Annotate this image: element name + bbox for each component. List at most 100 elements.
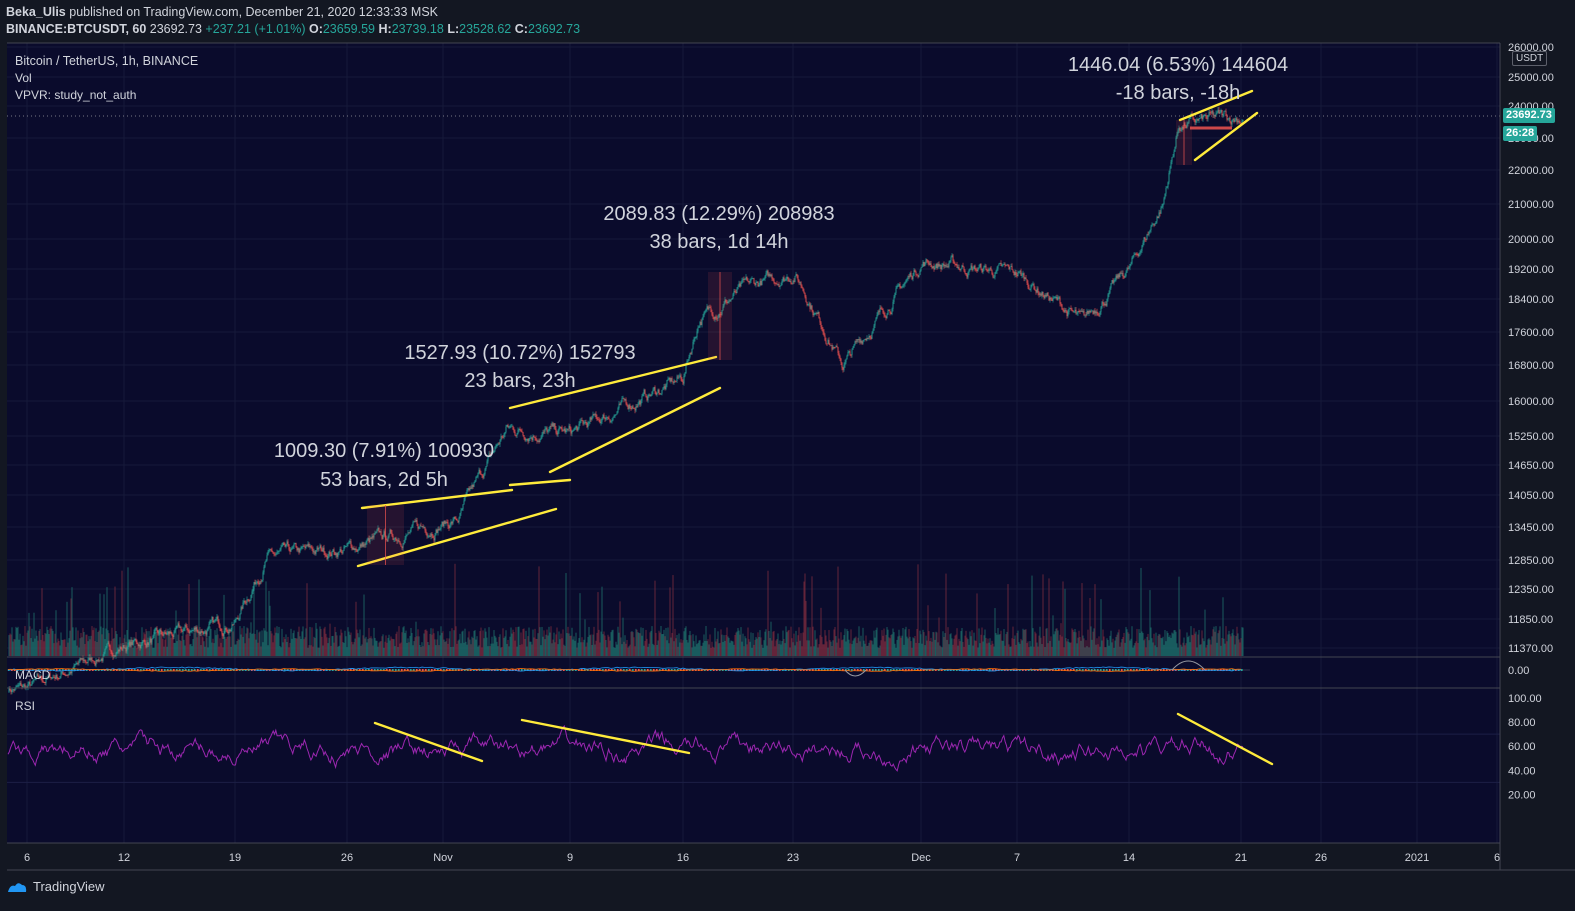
candle-body <box>1047 292 1049 296</box>
volume-bar <box>14 639 16 656</box>
candle-body <box>1153 224 1155 226</box>
candle-body <box>160 629 162 632</box>
volume-bar <box>970 636 972 656</box>
candle-body <box>698 326 700 328</box>
candle-body <box>109 645 111 651</box>
macd-histogram-bar <box>401 669 403 671</box>
candle-body <box>133 640 135 642</box>
volume-bar <box>1218 630 1220 656</box>
macd-histogram-bar <box>845 669 847 671</box>
volume-bar <box>1063 647 1065 656</box>
candle-body <box>1237 120 1239 123</box>
candle-body <box>212 616 214 623</box>
volume-bar <box>1220 645 1222 656</box>
volume-bar <box>648 643 650 656</box>
candle-body <box>532 435 534 441</box>
candle-body <box>696 331 698 338</box>
candle-body <box>861 340 863 344</box>
macd-histogram-bar <box>683 669 685 671</box>
candle-body <box>558 428 560 432</box>
candle-body <box>75 663 77 665</box>
candle-body <box>778 283 780 287</box>
macd-label[interactable]: MACD <box>15 668 51 682</box>
macd-histogram-bar <box>194 669 196 671</box>
volume-bar <box>669 587 671 656</box>
volume-bar <box>853 638 855 656</box>
volume-bar <box>40 639 42 656</box>
candle-body <box>303 545 305 547</box>
volume-bar <box>1105 647 1107 656</box>
volume-bar <box>1132 647 1134 656</box>
volume-bar <box>660 626 662 656</box>
volume-bar <box>377 646 379 656</box>
volume-bar <box>332 635 334 656</box>
candle-body <box>1177 130 1179 134</box>
candle-body <box>1116 275 1118 278</box>
volume-bar <box>429 633 431 656</box>
legend-vol[interactable]: Vol <box>15 71 32 85</box>
volume-bar <box>302 626 304 656</box>
volume-bar <box>74 640 76 656</box>
volume-bar <box>823 644 825 656</box>
candle-body <box>260 581 262 583</box>
candle-body <box>868 335 870 339</box>
volume-bar <box>1193 628 1195 656</box>
candle-body <box>271 549 273 552</box>
candle-body <box>248 599 250 601</box>
volume-bar <box>690 635 692 656</box>
volume-bar <box>326 637 328 656</box>
candle-body <box>615 414 617 416</box>
macd-histogram-bar <box>29 669 31 671</box>
candle-body <box>18 684 20 686</box>
candle-body <box>243 600 245 603</box>
volume-bar <box>235 644 237 656</box>
volume-bar <box>1043 636 1045 656</box>
candle-body <box>825 340 827 344</box>
volume-bar <box>920 634 922 656</box>
candle-body <box>323 547 325 553</box>
candle-body <box>920 267 922 271</box>
volume-bar <box>600 631 602 656</box>
price-tick-label: 11850.00 <box>1508 614 1553 626</box>
macd-histogram-bar <box>1232 669 1234 671</box>
countdown-tag: 26:28 <box>1503 126 1538 141</box>
price-tick-label: 14650.00 <box>1508 460 1554 472</box>
trendline <box>360 488 514 510</box>
currency-unit-badge[interactable]: USDT <box>1512 51 1548 66</box>
candle-body <box>611 420 613 422</box>
candle-body <box>191 630 193 632</box>
volume-bar <box>67 642 69 656</box>
macd-pane <box>7 660 1250 677</box>
legend-vpvr[interactable]: VPVR: study_not_auth <box>15 88 137 102</box>
volume-bar <box>840 632 842 656</box>
volume-bar <box>1227 634 1229 656</box>
candle-body <box>523 435 525 438</box>
candle-body <box>111 651 113 655</box>
candle-body <box>1052 297 1054 301</box>
candle-body <box>1026 279 1028 283</box>
volume-bar <box>238 639 240 656</box>
candle-body <box>853 344 855 348</box>
volume-bar <box>368 627 370 656</box>
volume-bar <box>693 641 695 656</box>
author-name[interactable]: Beka_Ulis <box>6 5 66 19</box>
macd-histogram-bar <box>1103 669 1105 671</box>
volume-bar <box>771 640 773 656</box>
symbol-name[interactable]: BINANCE:BTCUSDT, 60 <box>6 22 147 36</box>
volume-bar <box>115 631 117 656</box>
macd-histogram-bar <box>221 669 223 671</box>
volume-bar <box>164 639 166 656</box>
brand-footer[interactable]: TradingView <box>6 879 105 894</box>
candle-body <box>442 521 444 526</box>
volume-bar <box>121 570 123 656</box>
candle-body <box>930 263 932 267</box>
candle-body <box>687 360 689 362</box>
candle-body <box>514 431 516 435</box>
candle-body <box>603 414 605 419</box>
rsi-label[interactable]: RSI <box>15 699 36 713</box>
candle-body <box>218 621 220 626</box>
volume-bar <box>1174 630 1176 656</box>
legend-title[interactable]: Bitcoin / TetherUS, 1h, BINANCE <box>15 54 199 68</box>
candle-body <box>346 543 348 546</box>
